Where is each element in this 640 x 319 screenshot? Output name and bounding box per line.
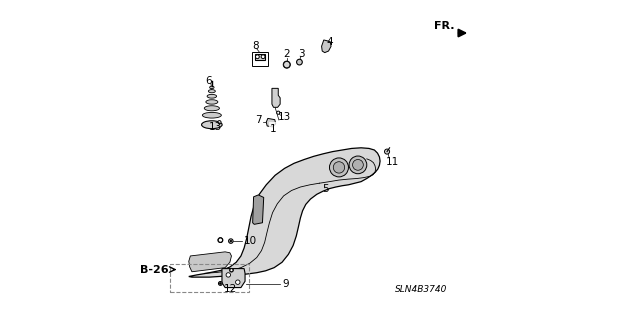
PathPatch shape — [272, 88, 280, 107]
Text: 7: 7 — [255, 115, 262, 125]
Circle shape — [226, 273, 230, 277]
Circle shape — [218, 238, 223, 242]
Ellipse shape — [202, 112, 221, 118]
Text: 3: 3 — [298, 48, 305, 59]
Circle shape — [236, 280, 240, 285]
PathPatch shape — [253, 195, 264, 224]
Circle shape — [218, 238, 223, 242]
Text: 8: 8 — [252, 41, 259, 51]
Text: B-26: B-26 — [140, 264, 169, 275]
Ellipse shape — [206, 100, 218, 104]
Ellipse shape — [284, 61, 291, 68]
Circle shape — [218, 121, 221, 124]
Ellipse shape — [204, 106, 220, 111]
Circle shape — [230, 240, 232, 242]
Ellipse shape — [210, 86, 214, 89]
Circle shape — [220, 283, 221, 285]
Circle shape — [333, 162, 345, 173]
Text: 6: 6 — [205, 76, 212, 86]
Text: 13: 13 — [278, 112, 291, 122]
Circle shape — [261, 55, 265, 59]
Text: 13: 13 — [209, 122, 221, 132]
Text: 12: 12 — [224, 284, 237, 294]
Text: 9: 9 — [282, 279, 289, 289]
Ellipse shape — [202, 121, 222, 129]
Ellipse shape — [209, 90, 215, 93]
Circle shape — [255, 55, 259, 59]
Circle shape — [276, 111, 280, 114]
Text: 4: 4 — [326, 38, 333, 48]
Circle shape — [228, 239, 233, 243]
Circle shape — [230, 269, 233, 272]
Ellipse shape — [207, 94, 216, 98]
PathPatch shape — [189, 148, 380, 277]
Circle shape — [218, 282, 222, 286]
Text: 11: 11 — [386, 157, 399, 167]
Bar — [255, 54, 265, 60]
Circle shape — [230, 269, 233, 272]
Text: SLN4B3740: SLN4B3740 — [395, 285, 447, 294]
Circle shape — [385, 149, 390, 154]
Text: 10: 10 — [243, 236, 257, 246]
Circle shape — [349, 156, 367, 174]
Text: 2: 2 — [284, 48, 290, 59]
Circle shape — [284, 62, 290, 68]
Circle shape — [330, 158, 348, 177]
PathPatch shape — [321, 40, 331, 53]
Ellipse shape — [296, 59, 302, 65]
Text: FR.: FR. — [434, 21, 454, 32]
PathPatch shape — [266, 118, 276, 127]
PathPatch shape — [222, 269, 245, 287]
Text: 5: 5 — [323, 184, 329, 194]
PathPatch shape — [189, 252, 232, 272]
Circle shape — [353, 160, 364, 170]
Text: 1: 1 — [270, 123, 277, 134]
